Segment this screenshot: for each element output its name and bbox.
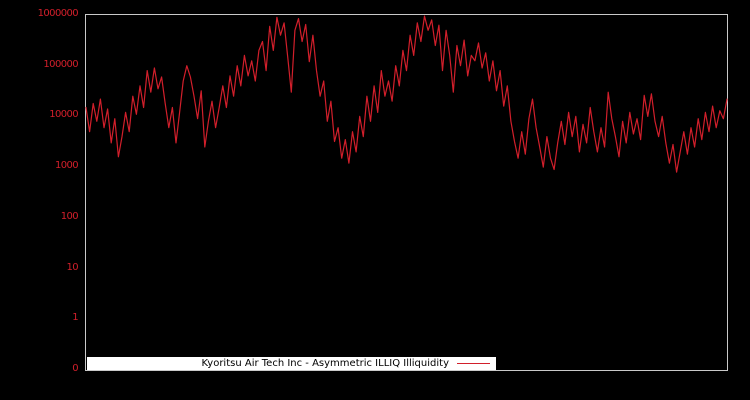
- legend-label: Kyoritsu Air Tech Inc - Asymmetric ILLIQ…: [201, 358, 449, 369]
- y-axis-tick-label: 100: [60, 210, 79, 222]
- legend-line-sample: [457, 363, 490, 364]
- y-axis-tick-label: 1: [72, 312, 78, 324]
- illiquidity-line: [85, 15, 728, 173]
- y-axis-tick-label: 10000: [49, 109, 78, 121]
- plot-area: Kyoritsu Air Tech Inc - Asymmetric ILLIQ…: [85, 14, 728, 371]
- series-svg: [85, 15, 728, 173]
- y-axis-tick-label: 1000: [54, 160, 79, 172]
- y-axis-tick-label: 100000: [43, 58, 78, 70]
- legend: Kyoritsu Air Tech Inc - Asymmetric ILLIQ…: [87, 357, 496, 370]
- y-axis: 1000000 100000 10000 1000 100 10 1 0: [0, 0, 79, 400]
- y-axis-tick-label: 10: [66, 261, 78, 273]
- y-axis-tick-label: 1000000: [37, 8, 79, 19]
- y-axis-tick-label: 0: [72, 363, 78, 374]
